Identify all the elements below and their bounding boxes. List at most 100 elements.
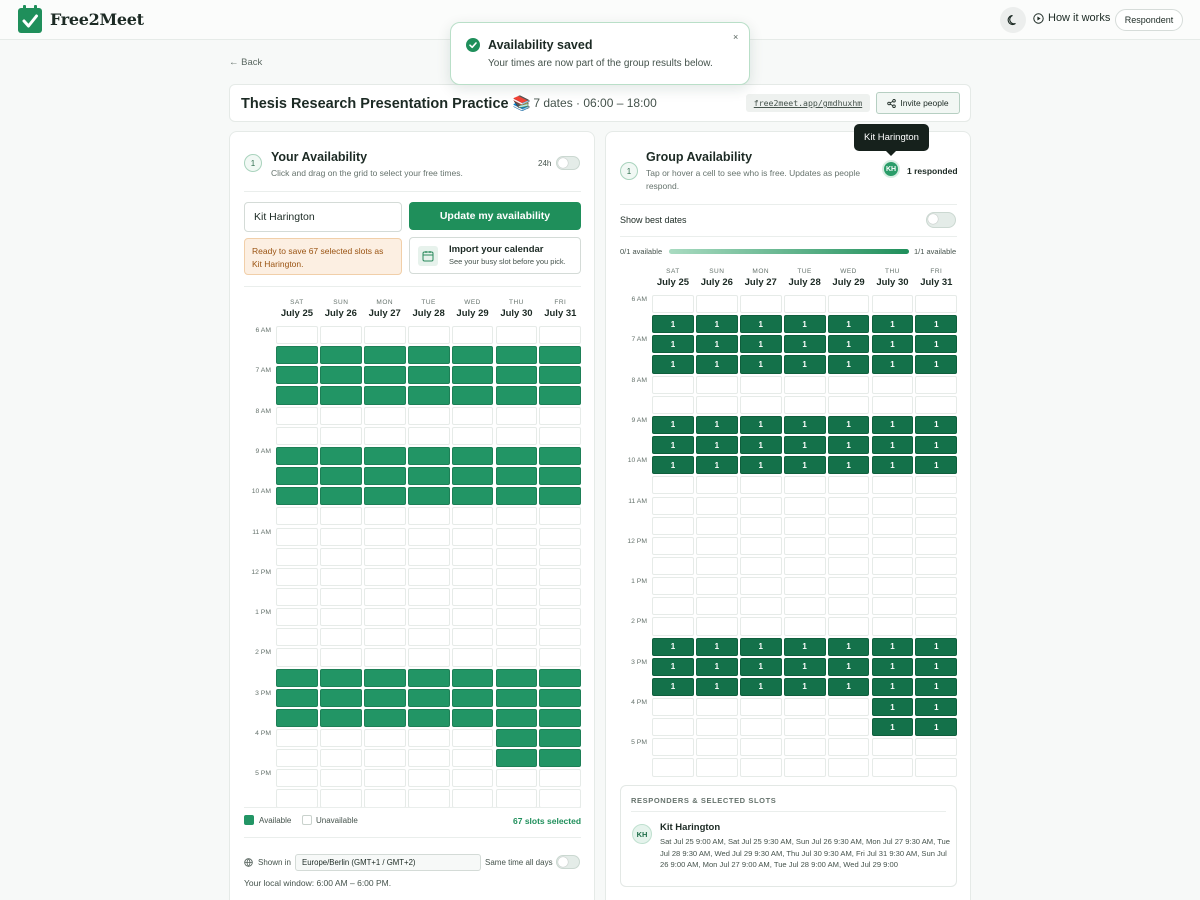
- time-slot-cell[interactable]: [539, 346, 582, 365]
- time-slot-cell[interactable]: [407, 729, 450, 748]
- time-slot-cell[interactable]: [739, 476, 782, 495]
- time-slot-cell[interactable]: [539, 326, 582, 345]
- time-slot-cell[interactable]: [539, 446, 582, 466]
- time-slot-cell[interactable]: [539, 769, 582, 788]
- time-slot-cell[interactable]: 1: [827, 355, 870, 374]
- time-slot-cell[interactable]: 1: [652, 355, 694, 374]
- time-slot-cell[interactable]: [451, 769, 494, 788]
- time-slot-cell[interactable]: [276, 467, 318, 486]
- time-slot-cell[interactable]: [915, 556, 958, 576]
- time-slot-cell[interactable]: [319, 567, 362, 586]
- time-slot-cell[interactable]: [319, 587, 362, 607]
- time-slot-cell[interactable]: 1: [695, 456, 738, 475]
- time-slot-cell[interactable]: 1: [871, 335, 914, 354]
- time-slot-cell[interactable]: [871, 476, 914, 495]
- time-slot-cell[interactable]: [319, 446, 362, 466]
- time-slot-cell[interactable]: [451, 346, 494, 365]
- time-slot-cell[interactable]: [319, 487, 362, 506]
- time-slot-cell[interactable]: [276, 487, 318, 506]
- time-slot-cell[interactable]: 1: [695, 355, 738, 374]
- time-slot-cell[interactable]: [539, 749, 582, 768]
- time-slot-cell[interactable]: 1: [652, 335, 694, 354]
- time-slot-cell[interactable]: [539, 406, 582, 425]
- time-slot-cell[interactable]: 1: [652, 315, 694, 334]
- time-slot-cell[interactable]: 1: [695, 315, 738, 334]
- role-button[interactable]: Respondent: [1115, 9, 1183, 31]
- time-slot-cell[interactable]: [319, 366, 362, 385]
- time-slot-cell[interactable]: 1: [739, 677, 782, 696]
- time-slot-cell[interactable]: 1: [652, 456, 694, 475]
- time-slot-cell[interactable]: [276, 386, 318, 405]
- time-slot-cell[interactable]: [827, 617, 870, 636]
- time-slot-cell[interactable]: [539, 668, 582, 687]
- time-slot-cell[interactable]: [276, 789, 318, 808]
- timezone-select[interactable]: Europe/Berlin (GMT+1 / GMT+2): [295, 854, 481, 871]
- time-slot-cell[interactable]: [363, 366, 406, 385]
- time-slot-cell[interactable]: [495, 326, 538, 345]
- time-slot-cell[interactable]: [363, 406, 406, 425]
- time-slot-cell[interactable]: 1: [739, 335, 782, 354]
- time-slot-cell[interactable]: [495, 708, 538, 727]
- time-slot-cell[interactable]: [319, 628, 362, 647]
- time-slot-cell[interactable]: [276, 366, 318, 385]
- time-slot-cell[interactable]: [319, 648, 362, 667]
- time-slot-cell[interactable]: [363, 769, 406, 788]
- time-slot-cell[interactable]: [652, 536, 694, 555]
- time-slot-cell[interactable]: [495, 547, 538, 566]
- time-slot-cell[interactable]: [276, 628, 318, 647]
- time-slot-cell[interactable]: [783, 718, 826, 737]
- time-slot-cell[interactable]: [827, 698, 870, 717]
- time-slot-cell[interactable]: [783, 698, 826, 717]
- time-slot-cell[interactable]: 1: [739, 436, 782, 455]
- time-slot-cell[interactable]: [407, 346, 450, 365]
- time-slot-cell[interactable]: 1: [915, 335, 958, 354]
- time-slot-cell[interactable]: [451, 507, 494, 526]
- time-slot-cell[interactable]: [915, 536, 958, 555]
- time-slot-cell[interactable]: [407, 366, 450, 385]
- time-slot-cell[interactable]: [652, 496, 694, 515]
- time-slot-cell[interactable]: [695, 496, 738, 515]
- time-slot-cell[interactable]: [915, 295, 958, 314]
- time-slot-cell[interactable]: [739, 496, 782, 515]
- time-slot-cell[interactable]: 1: [871, 436, 914, 455]
- time-slot-cell[interactable]: [915, 496, 958, 515]
- time-slot-cell[interactable]: [276, 729, 318, 748]
- how-it-works-link[interactable]: How it works: [1033, 12, 1110, 24]
- time-slot-cell[interactable]: [739, 516, 782, 535]
- time-slot-cell[interactable]: 1: [871, 677, 914, 696]
- time-slot-cell[interactable]: [319, 729, 362, 748]
- time-slot-cell[interactable]: [695, 577, 738, 596]
- time-slot-cell[interactable]: [363, 487, 406, 506]
- time-slot-cell[interactable]: 1: [695, 436, 738, 455]
- time-slot-cell[interactable]: [783, 556, 826, 576]
- time-slot-cell[interactable]: [407, 487, 450, 506]
- time-slot-cell[interactable]: [652, 577, 694, 596]
- time-slot-cell[interactable]: 1: [915, 677, 958, 696]
- time-slot-cell[interactable]: [276, 547, 318, 566]
- time-slot-cell[interactable]: 1: [739, 637, 782, 656]
- time-slot-cell[interactable]: [276, 446, 318, 466]
- time-slot-cell[interactable]: [276, 507, 318, 526]
- time-slot-cell[interactable]: [451, 708, 494, 727]
- time-slot-cell[interactable]: [451, 608, 494, 627]
- time-slot-cell[interactable]: [827, 395, 870, 414]
- time-slot-cell[interactable]: [739, 556, 782, 576]
- time-slot-cell[interactable]: [451, 446, 494, 466]
- time-slot-cell[interactable]: [407, 769, 450, 788]
- time-slot-cell[interactable]: [319, 326, 362, 345]
- time-slot-cell[interactable]: [539, 487, 582, 506]
- time-slot-cell[interactable]: [871, 536, 914, 555]
- time-slot-cell[interactable]: 1: [695, 677, 738, 696]
- time-slot-cell[interactable]: [539, 648, 582, 667]
- time-slot-cell[interactable]: [451, 386, 494, 405]
- event-link[interactable]: free2meet.app/gmdhuxhm: [746, 94, 870, 112]
- time-slot-cell[interactable]: [739, 536, 782, 555]
- close-icon[interactable]: ×: [733, 32, 739, 42]
- time-slot-cell[interactable]: [871, 738, 914, 757]
- time-slot-cell[interactable]: 1: [915, 637, 958, 656]
- time-slot-cell[interactable]: [539, 708, 582, 727]
- time-slot-cell[interactable]: [407, 467, 450, 486]
- time-slot-cell[interactable]: 1: [827, 315, 870, 334]
- time-slot-cell[interactable]: [871, 758, 914, 777]
- time-slot-cell[interactable]: [276, 346, 318, 365]
